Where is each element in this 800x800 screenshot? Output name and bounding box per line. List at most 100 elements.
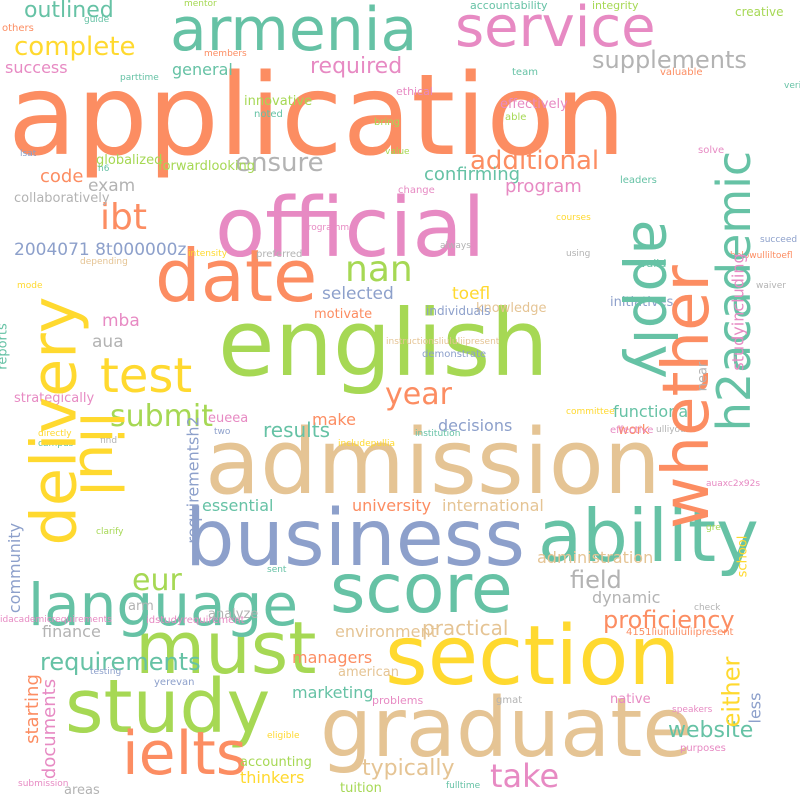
word-clarify: valid: [640, 257, 667, 270]
word-verify: h6: [98, 164, 110, 174]
word-effective: reports: [0, 323, 11, 370]
word-administration: success: [5, 58, 68, 77]
word-must: must: [135, 606, 317, 690]
word-includepullia: preferred: [256, 249, 303, 260]
word-valid: effective: [610, 425, 654, 436]
word-parttime: accountability: [470, 0, 548, 12]
word-preferred: change: [398, 185, 435, 196]
word-tuition: marketing: [292, 683, 374, 702]
word-near: fulltime: [446, 781, 481, 791]
word-graduate: graduate: [320, 681, 693, 776]
word-apply: check: [694, 603, 721, 613]
word-h6: ethical: [396, 85, 433, 98]
word-ibt: liul: [66, 411, 135, 497]
word-directly: lsat: [20, 149, 37, 159]
word-required: eur: [132, 563, 182, 598]
word-success: confirming: [424, 164, 521, 185]
word-leaders: collaboratively: [14, 191, 110, 206]
word-initiatives: areas: [64, 783, 100, 798]
word-documents: purposes: [680, 743, 726, 754]
word-courses: team: [512, 67, 538, 78]
word-intensity: value: [385, 147, 410, 157]
word-marketing: decisions: [438, 416, 513, 435]
word-proficiency: required: [310, 54, 403, 79]
word-dynamic: make: [312, 410, 356, 429]
word-requirementsh2: gmat: [496, 695, 523, 706]
word-problems: documents: [39, 678, 61, 780]
word-liul: gre: [706, 523, 721, 533]
word-collaboratively: school: [735, 535, 751, 578]
word-program: typically: [362, 756, 455, 781]
word-application: application: [8, 51, 626, 181]
word-programme: valuable: [660, 67, 703, 78]
word-supplements: year: [385, 377, 452, 412]
word-mba: general: [172, 60, 233, 79]
word-eligible: two: [214, 427, 231, 437]
word-campus: always: [440, 241, 471, 251]
word-ulliyou: using: [566, 249, 591, 259]
word-complete: nan: [345, 249, 413, 290]
word-american: finance: [42, 622, 101, 641]
word-speakers: committee: [566, 407, 615, 417]
word-requirementsh6pto: auaxc2x92s: [706, 479, 761, 489]
word-instructions: mentor: [184, 0, 217, 9]
word-section: section: [385, 609, 681, 704]
word-using: solve: [698, 145, 725, 156]
word-university: aua: [92, 332, 124, 352]
word-test: ability: [538, 494, 759, 578]
word-fulltime: ulliyou: [656, 425, 686, 435]
word-make: program: [505, 176, 582, 197]
word-forwardlooking: studyincluding: [728, 253, 748, 371]
word-demonstrate: members: [204, 49, 247, 59]
word-committee: intensity: [188, 249, 228, 259]
word-practical: outlined: [24, 0, 114, 23]
word-work: american: [338, 665, 399, 680]
word-auaxc2x92s: belowulliltoefl: [730, 251, 793, 261]
word-functional: toefl: [452, 284, 491, 304]
word-areas: dynamic: [592, 588, 661, 607]
word-valuable: forwardlooking: [158, 159, 255, 174]
word-toefl: results: [263, 418, 331, 442]
word-requirements: additional: [470, 146, 600, 176]
word-euea: arm: [128, 599, 154, 614]
word-business: business: [185, 494, 525, 584]
word-gre: instructionsliululiipresent: [386, 337, 500, 347]
word-eur: test: [100, 348, 193, 404]
word-admission: admission: [205, 410, 661, 515]
word-others: euеea: [208, 411, 249, 426]
word-typically: supplements: [592, 46, 747, 74]
word-check: demonstrate: [422, 349, 487, 360]
word-institution: depending: [80, 257, 128, 267]
word-results: requirements: [40, 648, 201, 676]
word-delivery: clarify: [96, 527, 124, 537]
word-gmat: find: [100, 436, 118, 446]
word-value: globalized: [96, 153, 163, 168]
word-integrity: knowledge: [476, 301, 547, 316]
word-globalized: community: [5, 522, 25, 614]
word-innovative: less: [745, 692, 765, 724]
word-community: yerevan: [154, 677, 195, 688]
word-creative: native: [610, 692, 651, 707]
word-aua: code: [40, 166, 84, 187]
word-year: apply: [619, 219, 688, 379]
word-mentor: near: [695, 361, 711, 392]
word-date: date: [155, 234, 318, 318]
word-nan: language: [28, 571, 299, 639]
word-whether: sent: [267, 565, 287, 575]
word-accountability: problems: [372, 694, 424, 707]
word-yerevan: campus: [38, 439, 74, 449]
word-take: ielts: [122, 719, 248, 789]
word-4151liuliuliuliipresent: verify: [784, 81, 800, 91]
word-date-code: exam: [88, 176, 136, 196]
word-field: submit: [110, 399, 214, 434]
word-exam: proficiency: [603, 606, 735, 634]
word-essential: mba: [102, 311, 140, 331]
word-guide: work: [618, 423, 650, 438]
word-able: individuals: [426, 304, 491, 318]
word-additional: take: [490, 757, 560, 795]
word-armenia: armenia: [170, 0, 418, 65]
word-english: english: [218, 290, 549, 397]
word-international: 2004071 8t000000z: [14, 240, 187, 260]
word-selected: practical: [422, 616, 509, 640]
